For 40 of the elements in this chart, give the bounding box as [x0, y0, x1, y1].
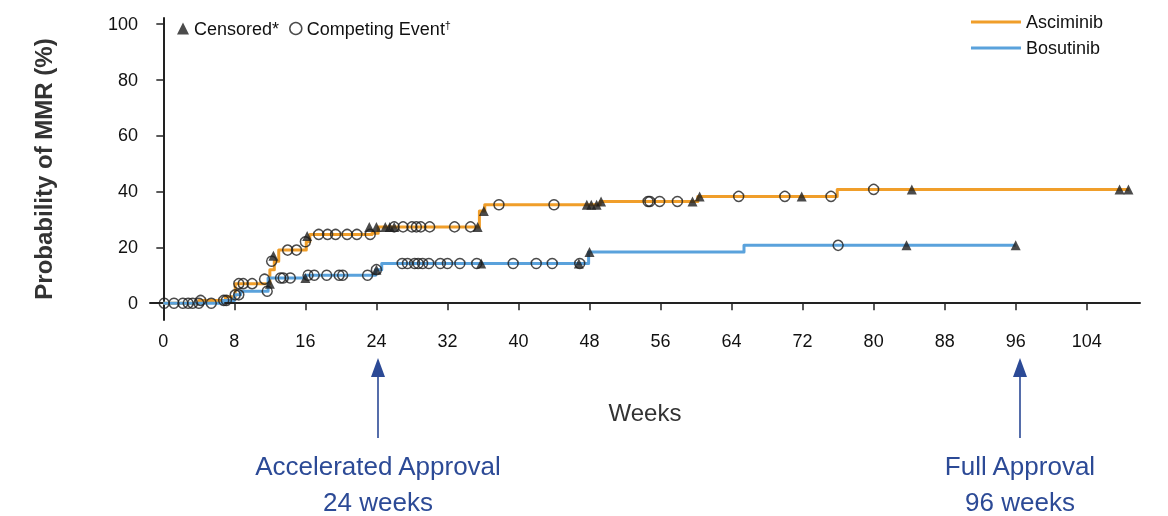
- y-tick-label: 20: [117, 237, 138, 258]
- point: [1114, 184, 1125, 195]
- legend-label: Asciminib: [1025, 12, 1104, 32]
- y-tick-label: 100: [107, 13, 138, 34]
- text: Accelerated Approval 24 weeks: [255, 451, 501, 516]
- text: Full Approval 96 weeks: [944, 451, 1096, 516]
- x-tick-label: 40: [508, 331, 529, 351]
- point: [596, 196, 607, 207]
- point: [584, 247, 595, 258]
- point: [478, 205, 489, 216]
- x-tick-label: 0: [158, 331, 169, 351]
- y-tick-label: 40: [117, 181, 138, 202]
- x-tick-label: 80: [863, 331, 884, 351]
- x-tick-label: 56: [650, 331, 671, 351]
- point: [901, 240, 912, 251]
- point: [1123, 184, 1134, 195]
- legend-label: Bosutinib: [1025, 38, 1101, 58]
- y-axis-title: Probability of MMR (%): [29, 38, 57, 300]
- x-axis-title: Weeks: [608, 398, 682, 426]
- x-tick-label: 96: [1005, 331, 1026, 351]
- x-tick-label: 88: [934, 331, 955, 351]
- y-tick-label: 80: [117, 69, 138, 90]
- x-tick-label: 32: [437, 331, 458, 351]
- point: [906, 184, 917, 195]
- x-tick-label: 104: [1071, 331, 1102, 351]
- x-tick-label: 64: [721, 331, 742, 351]
- x-tick-label: 8: [229, 331, 240, 351]
- legend-label: Censored*: [194, 18, 280, 39]
- point: [694, 191, 705, 202]
- y-tick-label: 60: [117, 125, 138, 146]
- y-tick-label: 0: [127, 293, 138, 314]
- x-tick-label: 24: [366, 331, 387, 351]
- legend-label: Competing Event†: [306, 18, 451, 39]
- point: [796, 191, 807, 202]
- x-tick-label: 16: [295, 331, 316, 351]
- point: [371, 221, 382, 232]
- point: [1010, 240, 1021, 251]
- x-tick-label: 72: [792, 331, 813, 351]
- point: [687, 196, 698, 207]
- x-tick-label: 48: [579, 331, 600, 351]
